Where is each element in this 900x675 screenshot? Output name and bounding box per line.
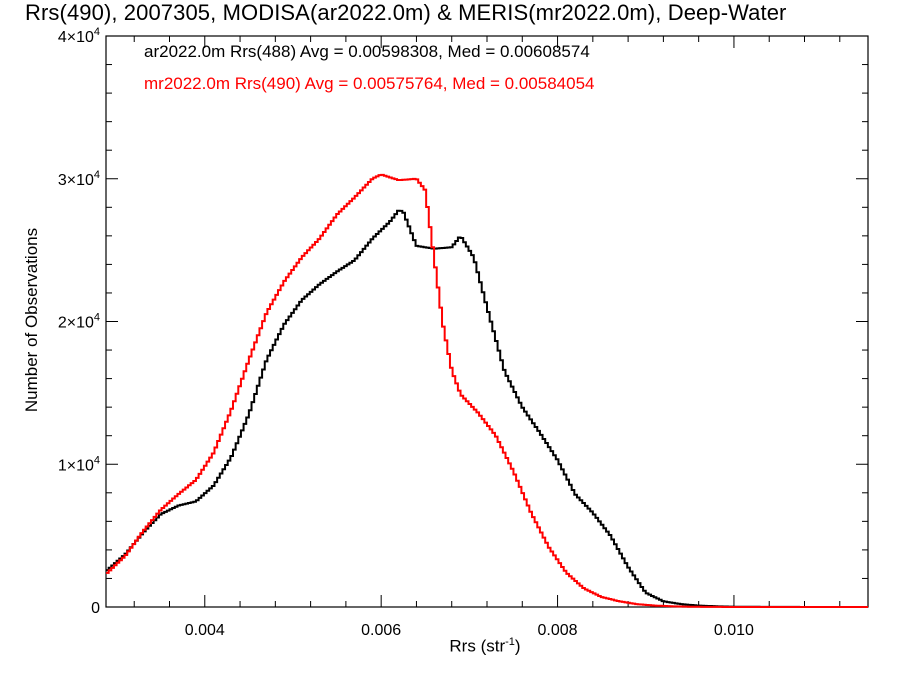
y-tick-label: 2×104 [58, 312, 100, 332]
chart-title: Rrs(490), 2007305, MODISA(ar2022.0m) & M… [25, 0, 787, 25]
x-axis-label-text: Rrs (str [449, 636, 506, 656]
y-tick-labels: 0 1×104 2×104 3×104 4×104 [58, 26, 100, 617]
y-tick-label: 4×104 [58, 26, 100, 46]
x-axis-label: Rrs (str-1) [0, 636, 900, 657]
x-tick-labels: 0.004 0.006 0.008 0.010 [185, 622, 754, 639]
series-line-2 [106, 173, 868, 608]
x-tick-label: 0.008 [538, 622, 578, 639]
x-tick-label: 0.004 [185, 622, 225, 639]
x-axis-label-exponent: -1 [505, 636, 515, 648]
y-tick-label: 1×104 [58, 454, 100, 474]
y-tick-label: 0 [91, 600, 100, 617]
series-lines [106, 173, 868, 608]
x-axis-label-close: ) [514, 636, 521, 656]
series-line-1 [106, 209, 868, 608]
x-tick-label: 0.006 [361, 622, 401, 639]
y-tick-label: 3×104 [58, 169, 100, 189]
legend-entry-series-2: mr2022.0m Rrs(490) Avg = 0.00575764, Med… [144, 74, 595, 93]
y-axis-label: Number of Observations [22, 227, 41, 413]
legend-entry-series-1: ar2022.0m Rrs(488) Avg = 0.00598308, Med… [144, 42, 590, 61]
x-tick-label: 0.010 [714, 622, 754, 639]
axis-ticks [106, 35, 868, 608]
plot-frame [105, 35, 869, 608]
